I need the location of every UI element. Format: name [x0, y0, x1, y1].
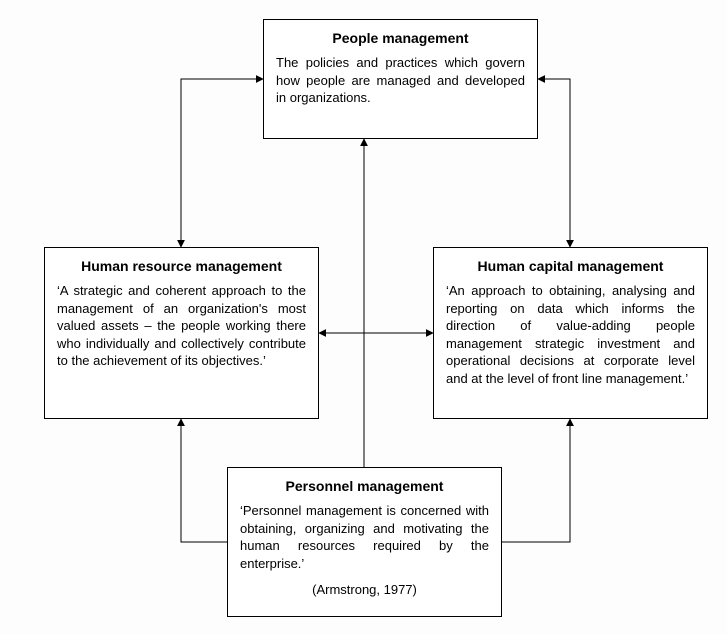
node-hcm-body: ‘An approach to obtaining, analysing and…: [446, 282, 695, 387]
edge-personnel-hrm: [181, 419, 227, 542]
node-personnel-title: Personnel management: [240, 478, 489, 494]
node-hrm-title: Human resource management: [57, 258, 306, 274]
node-people: People management The policies and pract…: [263, 19, 538, 139]
edge-people-hcm: [538, 79, 570, 247]
diagram-canvas: People management The policies and pract…: [0, 0, 727, 634]
edge-people-hrm: [181, 79, 263, 247]
node-personnel: Personnel management ‘Personnel manageme…: [227, 467, 502, 617]
edge-personnel-hcm: [502, 419, 570, 542]
node-personnel-citation: (Armstrong, 1977): [240, 582, 489, 597]
node-people-body: The policies and practices which govern …: [276, 54, 525, 107]
node-people-title: People management: [276, 30, 525, 46]
node-hcm-title: Human capital management: [446, 258, 695, 274]
node-hcm: Human capital management ‘An approach to…: [433, 247, 708, 419]
node-personnel-body: ‘Personnel management is concerned with …: [240, 502, 489, 572]
node-hrm-body: ‘A strategic and coherent approach to th…: [57, 282, 306, 370]
node-hrm: Human resource management ‘A strategic a…: [44, 247, 319, 419]
